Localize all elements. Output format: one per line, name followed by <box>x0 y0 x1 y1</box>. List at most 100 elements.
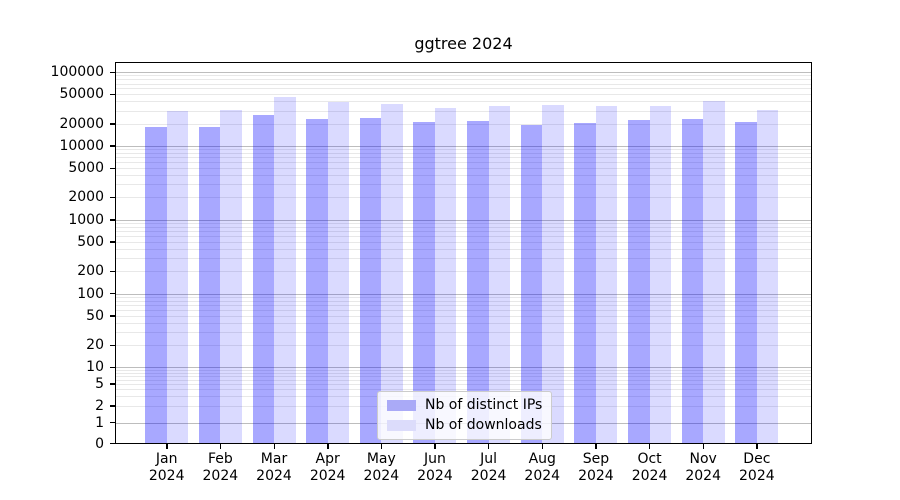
x-tick-mark <box>327 444 329 449</box>
x-tick-label: Dec 2024 <box>739 451 775 484</box>
legend-label-downloads: Nb of downloads <box>425 417 542 433</box>
y-tick-label: 1 <box>95 414 104 431</box>
y-tick-mark <box>110 93 115 96</box>
bar-downloads-jul <box>488 105 511 443</box>
gridline-minor <box>116 184 811 186</box>
bar-downloads-mar <box>274 96 296 443</box>
bar-distinct-ips-jun <box>413 122 435 443</box>
gridline-minor <box>116 300 811 302</box>
gridline-minor <box>116 110 811 112</box>
bar-downloads-feb <box>220 110 242 443</box>
bar-distinct-ips-may <box>359 118 382 443</box>
x-tick-mark <box>649 444 651 449</box>
gridline-minor <box>116 309 811 311</box>
x-tick-label: Feb 2024 <box>202 451 239 484</box>
x-tick-label: Mar 2024 <box>256 451 292 484</box>
bar-downloads-jan <box>166 110 189 443</box>
gridline-major <box>116 367 811 369</box>
y-tick-label: 500 <box>77 233 104 250</box>
bar-downloads-may <box>381 103 403 443</box>
y-tick-mark <box>110 443 115 445</box>
x-tick-label: May 2024 <box>363 451 400 484</box>
bars-layer <box>116 63 811 443</box>
y-tick-mark <box>110 270 115 273</box>
x-tick-mark <box>488 444 490 449</box>
gridline-minor <box>116 226 811 228</box>
gridline-minor <box>116 75 811 77</box>
plot-area: Nb of distinct IPs Nb of downloads <box>115 62 812 444</box>
gridline-minor <box>116 369 811 371</box>
x-tick-mark <box>380 444 383 449</box>
gridline-minor <box>116 175 811 177</box>
y-tick-label: 50 <box>86 307 104 324</box>
gridline-major <box>116 145 811 147</box>
y-tick-mark <box>110 71 115 73</box>
bar-downloads-apr <box>327 102 350 443</box>
y-tick-label: 200 <box>77 263 104 280</box>
y-tick-mark <box>110 315 115 317</box>
bar-distinct-ips-sep <box>574 122 596 443</box>
x-tick-label: Jul 2024 <box>470 451 507 484</box>
gridline-minor <box>116 322 811 324</box>
x-tick-label: Sep 2024 <box>578 451 614 484</box>
bar-downloads-nov <box>703 101 725 443</box>
y-tick-label: 100 <box>77 285 104 302</box>
gridline-major <box>116 72 811 74</box>
gridline-minor <box>116 372 811 374</box>
x-tick-mark <box>756 444 758 449</box>
bar-distinct-ips-oct <box>628 119 650 443</box>
x-tick-label: Jan 2024 <box>148 451 185 484</box>
bar-downloads-dec <box>756 109 779 443</box>
x-tick-mark <box>595 444 597 449</box>
x-tick-label: Nov 2024 <box>685 451 721 484</box>
gridline-minor <box>116 88 811 90</box>
y-tick-label: 2000 <box>68 189 104 206</box>
y-tick-label: 5000 <box>68 160 104 177</box>
gridline-minor <box>116 304 811 306</box>
y-tick-label: 0 <box>95 435 104 452</box>
gridline-minor <box>116 315 811 317</box>
gridline-minor <box>116 389 811 391</box>
bar-downloads-aug <box>542 105 564 443</box>
x-tick-mark <box>702 444 705 449</box>
y-tick-mark <box>110 145 115 147</box>
gridline-minor <box>116 94 811 96</box>
x-tick-mark <box>273 444 275 449</box>
gridline-minor <box>116 168 811 170</box>
y-tick-mark <box>110 366 115 369</box>
bar-downloads-jun <box>434 108 457 443</box>
bar-distinct-ips-jan <box>145 127 167 443</box>
x-tick-label: Aug 2024 <box>524 451 561 484</box>
legend: Nb of distinct IPs Nb of downloads <box>377 391 553 440</box>
x-tick-mark <box>166 444 168 449</box>
gridline-minor <box>116 379 811 381</box>
legend-swatch-downloads <box>387 420 416 431</box>
y-tick-mark <box>110 405 115 407</box>
legend-swatch-distinct-ips <box>387 400 416 411</box>
bar-distinct-ips-apr <box>306 118 328 443</box>
bar-distinct-ips-jul <box>467 121 489 443</box>
y-tick-mark <box>110 123 115 125</box>
gridline-minor <box>116 231 811 233</box>
gridline-minor <box>116 345 811 347</box>
gridline-minor <box>116 375 811 377</box>
gridline-minor <box>116 83 811 85</box>
y-tick-label: 20 <box>86 337 104 354</box>
gridline-minor <box>116 236 811 238</box>
y-tick-label: 10 <box>86 359 104 376</box>
bar-distinct-ips-feb <box>198 126 221 443</box>
x-tick-mark <box>219 444 222 449</box>
gridline-major <box>116 293 811 295</box>
bar-distinct-ips-nov <box>681 118 704 443</box>
y-tick-mark <box>110 219 115 221</box>
gridline-minor <box>116 296 811 298</box>
bar-distinct-ips-aug <box>520 124 543 443</box>
bar-distinct-ips-dec <box>735 122 757 443</box>
gridline-minor <box>116 153 811 155</box>
y-tick-mark <box>110 196 115 199</box>
gridline-minor <box>116 101 811 103</box>
y-tick-mark <box>110 167 115 169</box>
legend-item-downloads: Nb of downloads <box>387 418 542 433</box>
y-tick-mark <box>110 344 115 346</box>
